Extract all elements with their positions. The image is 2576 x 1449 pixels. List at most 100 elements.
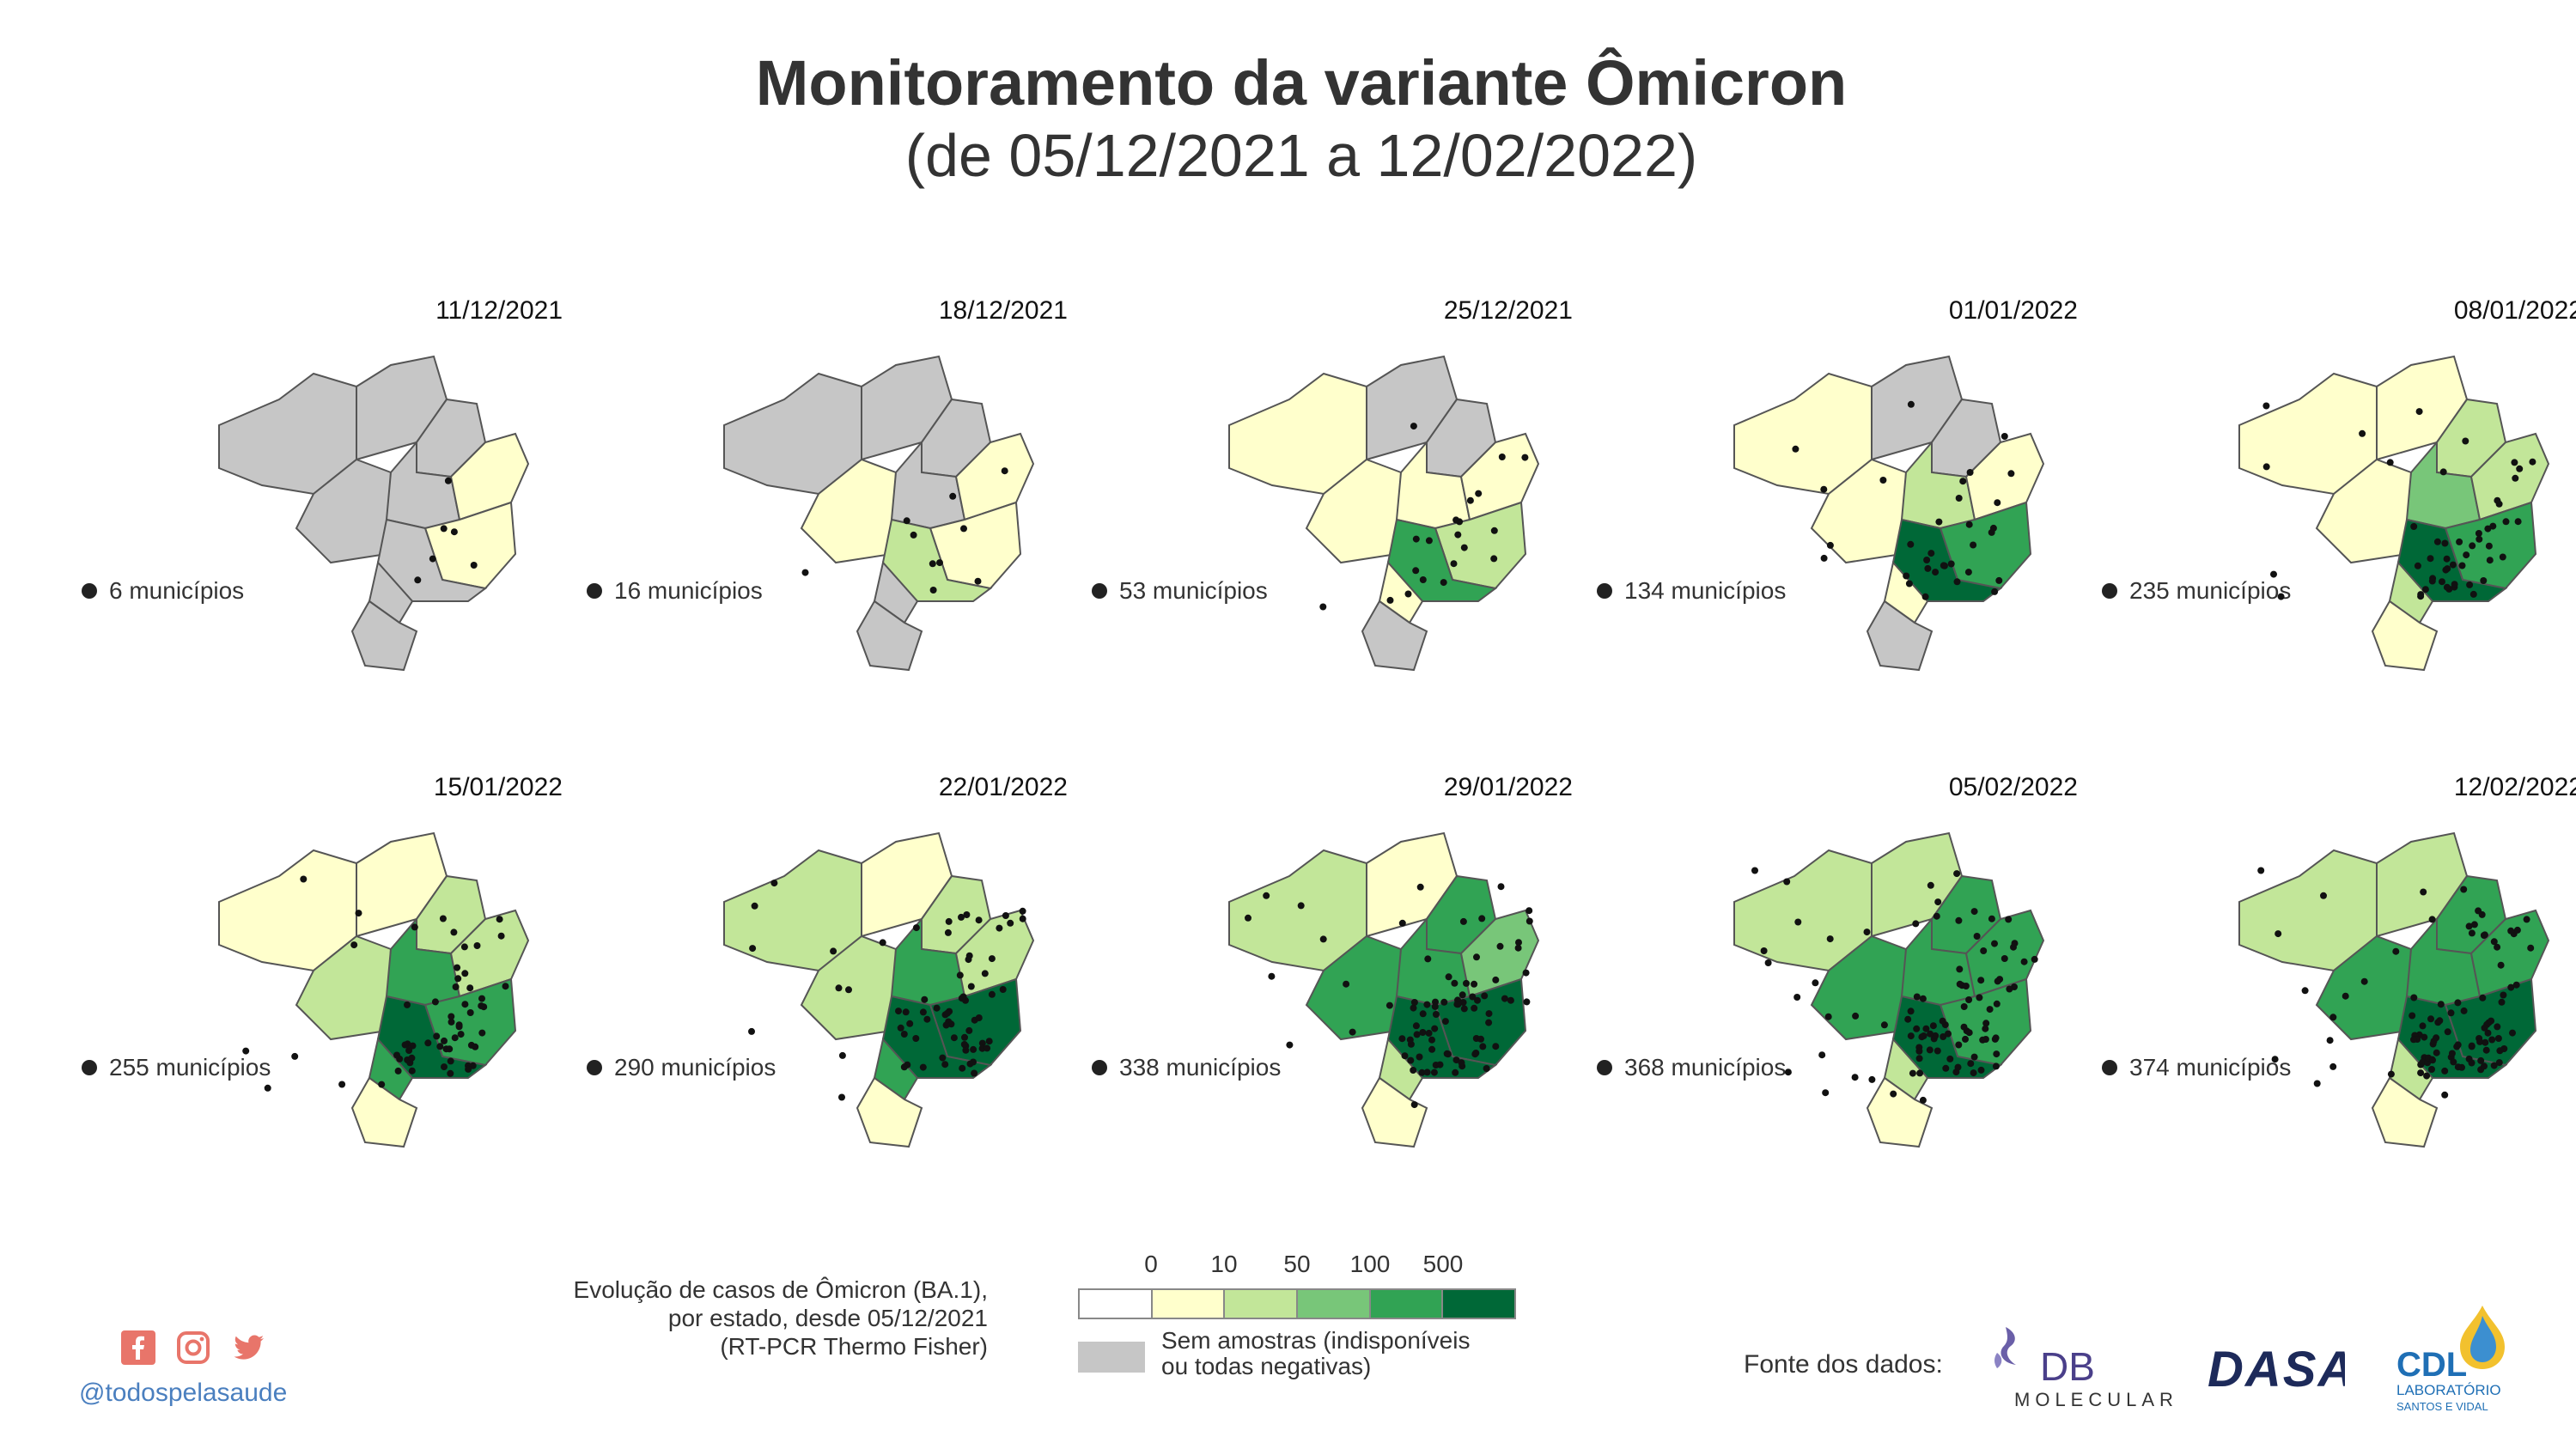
municipality-dot <box>1458 1059 1465 1067</box>
municipality-dot <box>404 1001 411 1008</box>
municipality-dot <box>2410 1036 2417 1044</box>
panel-count-text: 338 municípios <box>1119 1054 1282 1081</box>
municipality-dot <box>1993 1050 2001 1058</box>
municipality-dot <box>965 956 972 964</box>
municipality-dot <box>1428 1045 1436 1053</box>
municipality-dot <box>2514 518 2522 526</box>
brazil-map <box>185 305 563 683</box>
legend-description-line: por estado, desde 05/12/2021 <box>667 1305 988 1331</box>
legend-tick: 10 <box>1210 1251 1238 1277</box>
municipality-dot <box>845 986 852 994</box>
municipality-dot <box>2476 1038 2484 1045</box>
municipality-dot <box>2433 1049 2440 1056</box>
municipality-dot <box>942 1021 950 1029</box>
count-dot-icon <box>1597 583 1612 599</box>
municipality-dot <box>1953 870 1961 878</box>
municipality-dot <box>2468 929 2476 937</box>
municipality-dot <box>1019 915 1026 922</box>
municipality-dot <box>2441 1067 2449 1075</box>
municipality-dot <box>1410 999 1418 1006</box>
municipality-dot <box>1471 1050 1479 1058</box>
municipality-dot <box>897 1024 904 1032</box>
municipality-dot <box>2387 1070 2395 1078</box>
municipality-dot <box>1441 1018 1449 1026</box>
municipality-dot <box>393 1051 400 1059</box>
municipality-dot <box>1478 915 1486 922</box>
municipality-dot <box>1343 980 1350 988</box>
municipality-dot <box>1501 995 1508 1002</box>
panel-date: 11/12/2021 <box>435 296 563 325</box>
twitter-icon[interactable] <box>230 1330 266 1366</box>
logo-text: DB <box>2040 1344 2095 1389</box>
municipality-dot <box>2423 1072 2431 1080</box>
municipality-dot <box>2475 530 2482 537</box>
count-dot-icon <box>82 1060 97 1075</box>
municipality-dot <box>2498 998 2506 1006</box>
state-region <box>856 1076 923 1148</box>
municipality-dot <box>1428 1036 1435 1044</box>
municipality-dot <box>1977 1066 1985 1074</box>
municipality-dot <box>939 1054 947 1062</box>
municipality-dot <box>1934 1047 1941 1055</box>
municipality-dot <box>433 1032 441 1040</box>
panel-date: 25/12/2021 <box>1443 296 1573 325</box>
municipality-dot <box>923 1015 931 1023</box>
logo-text: DASA <box>2208 1342 2345 1397</box>
municipality-dot <box>452 983 460 990</box>
municipality-dot <box>2386 459 2394 466</box>
municipality-dot <box>2486 557 2494 564</box>
municipality-dot <box>2439 468 2447 476</box>
municipality-dot <box>1922 1025 1930 1032</box>
municipality-dot <box>2512 981 2520 989</box>
municipality-dot <box>1820 554 1828 562</box>
count-dot-icon <box>1092 1060 1107 1075</box>
municipality-dot <box>1939 1017 1946 1025</box>
panel-date: 01/01/2022 <box>1948 296 2078 325</box>
municipality-dot <box>2470 921 2478 928</box>
municipality-dot <box>1406 1036 1414 1044</box>
municipality-dot <box>984 1044 991 1052</box>
municipality-dot <box>921 995 929 1003</box>
municipality-dot <box>1410 1004 1417 1012</box>
municipality-dot <box>933 1004 941 1012</box>
municipality-dot <box>988 990 996 998</box>
municipality-dot <box>439 915 447 922</box>
municipality-dot <box>350 941 358 949</box>
municipality-dot <box>440 525 448 533</box>
municipality-dot <box>1430 1068 1438 1076</box>
municipality-dot <box>1851 1074 1859 1081</box>
municipality-dot <box>1471 1004 1478 1012</box>
municipality-dot <box>2360 977 2368 985</box>
municipality-dot <box>2512 474 2519 482</box>
count-dot-icon <box>587 583 602 599</box>
logo-text: SANTOS E VIDAL <box>2396 1400 2488 1413</box>
panel-count: 368 municípios <box>1597 1054 1786 1081</box>
brazil-map <box>2205 782 2576 1160</box>
instagram-icon[interactable] <box>175 1330 211 1366</box>
municipality-dot <box>291 1052 299 1060</box>
municipality-dot <box>943 1009 951 1017</box>
municipality-dot <box>2275 930 2282 938</box>
municipality-dot <box>470 562 478 569</box>
municipality-dot <box>1965 1029 1973 1037</box>
municipality-dot <box>1955 1041 1963 1049</box>
municipality-dot <box>838 1093 845 1101</box>
social-handle[interactable]: @todospelasaude <box>79 1379 288 1407</box>
panel-count: 53 municípios <box>1092 577 1268 605</box>
municipality-dot <box>801 569 809 576</box>
municipality-dot <box>1436 1061 1444 1068</box>
municipality-dot <box>1926 1046 1934 1054</box>
municipality-dot <box>1418 1068 1426 1076</box>
municipality-dot <box>2479 994 2487 1002</box>
municipality-dot <box>1979 1036 1987 1044</box>
panel-date: 12/02/2022 <box>2453 773 2576 801</box>
municipality-dot <box>1404 590 1412 598</box>
municipality-dot <box>929 560 936 568</box>
municipality-dot <box>1933 912 1940 920</box>
municipality-dot <box>1970 1053 1978 1061</box>
municipality-dot <box>1245 914 1251 922</box>
facebook-icon[interactable] <box>120 1330 156 1366</box>
municipality-dot <box>2485 542 2493 550</box>
municipality-dot <box>378 1081 386 1088</box>
municipality-dot <box>1416 883 1424 891</box>
